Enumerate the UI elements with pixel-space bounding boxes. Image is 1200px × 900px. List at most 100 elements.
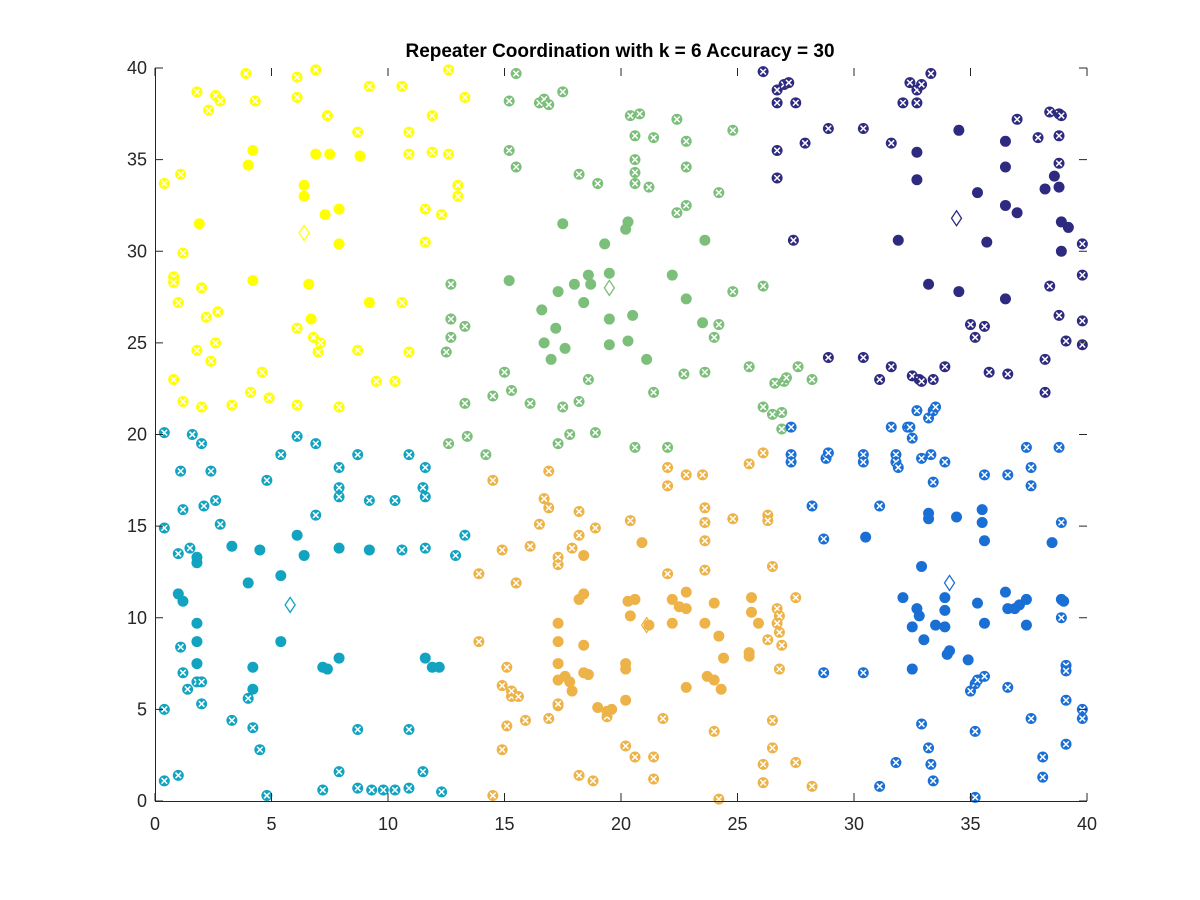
x-mark [820, 669, 828, 677]
filled-point [636, 537, 648, 549]
crossed-point [573, 529, 585, 541]
x-mark [324, 112, 331, 119]
x-mark [198, 700, 205, 708]
x-axis-ticks: 0 5 10 15 20 25 30 35 40 [150, 68, 1097, 834]
x-mark [454, 181, 462, 189]
crossed-point [205, 355, 217, 367]
x-mark [701, 537, 709, 545]
x-mark [787, 423, 795, 431]
crossed-point [916, 375, 928, 387]
crossed-point [930, 401, 942, 413]
crossed-point [925, 67, 937, 79]
filled-point [321, 663, 333, 675]
filled-point [275, 570, 287, 582]
x-tick-label: 10 [378, 814, 398, 834]
filled-point [191, 636, 203, 648]
filled-point [363, 297, 375, 309]
filled-point [191, 617, 203, 629]
x-mark [212, 497, 219, 504]
x-mark [442, 348, 450, 356]
x-mark [312, 440, 320, 447]
x-mark [876, 502, 883, 510]
x-mark [918, 378, 925, 385]
crossed-point [505, 385, 517, 397]
x-mark [536, 520, 543, 528]
x-mark [293, 93, 301, 101]
x-mark [405, 451, 413, 458]
x-mark [783, 374, 790, 382]
x-mark [1034, 134, 1042, 141]
crossed-point [699, 564, 711, 576]
x-mark [354, 726, 362, 733]
x-mark [503, 663, 511, 671]
filled-point [247, 683, 259, 695]
x-mark [205, 106, 212, 114]
crossed-point [1025, 713, 1037, 725]
crossed-point [519, 714, 531, 726]
x-mark [1023, 443, 1030, 451]
crossed-point [713, 319, 725, 331]
x-mark [461, 323, 469, 330]
crossed-point [461, 430, 473, 442]
x-mark [769, 563, 776, 570]
x-mark [941, 458, 949, 466]
crossed-point [766, 408, 778, 420]
crossed-point [680, 469, 692, 481]
x-mark [650, 775, 657, 783]
x-mark [522, 717, 529, 724]
x-mark [892, 759, 900, 766]
filled-point [1046, 537, 1058, 549]
x-mark [680, 370, 688, 378]
crossed-point [857, 352, 869, 364]
x-mark [792, 594, 800, 601]
x-mark [314, 348, 322, 356]
crossed-point [333, 766, 345, 778]
crossed-point [205, 465, 217, 477]
filled-point [242, 577, 254, 589]
x-mark [228, 717, 236, 724]
crossed-point [543, 502, 555, 514]
crossed-point [524, 540, 536, 552]
filled-point [699, 617, 711, 629]
filled-point [247, 144, 259, 156]
filled-point [911, 174, 923, 186]
x-mark [925, 744, 932, 752]
crossed-point [352, 344, 364, 356]
crossed-point [573, 396, 585, 408]
x-mark [461, 93, 469, 101]
x-mark [925, 414, 932, 422]
crossed-point [426, 110, 438, 122]
crossed-point [501, 720, 513, 732]
x-mark [405, 784, 413, 792]
x-mark [745, 460, 753, 468]
x-mark [568, 544, 576, 552]
x-mark [808, 783, 816, 790]
crossed-point [191, 86, 203, 98]
crossed-point [1002, 681, 1014, 693]
crossed-point [662, 568, 674, 580]
x-mark [373, 378, 380, 385]
crossed-point [699, 502, 711, 514]
x-mark [808, 502, 816, 510]
x-mark [792, 99, 800, 107]
x-mark [405, 150, 413, 158]
crossed-point [210, 494, 222, 506]
crossed-point [191, 344, 203, 356]
x-mark [293, 433, 301, 440]
y-tick-label: 20 [127, 425, 147, 445]
crossed-point [757, 447, 769, 459]
x-mark [293, 73, 301, 81]
filled-point [708, 597, 720, 609]
crossed-point [671, 113, 683, 125]
x-mark [354, 784, 362, 792]
crossed-point [291, 430, 303, 442]
x-tick-label: 5 [266, 814, 276, 834]
crossed-point [762, 515, 774, 527]
x-mark [645, 183, 653, 191]
crossed-point [904, 77, 916, 89]
x-mark [498, 682, 506, 689]
crossed-point [799, 137, 811, 149]
x-mark [1055, 443, 1063, 451]
centroid-diamond [284, 596, 296, 614]
x-mark [908, 434, 916, 442]
